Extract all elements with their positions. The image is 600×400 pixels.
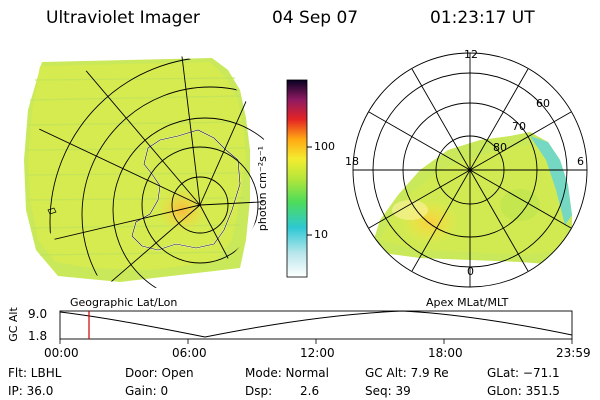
mlat-label-60: 60 — [536, 97, 550, 110]
ip-info: IP: 36.0 — [8, 384, 54, 398]
mlt-label-18: 18 — [345, 155, 359, 168]
colorbar-unit-label: photon cm⁻²s⁻¹ — [256, 145, 270, 232]
mlat-label-70: 70 — [512, 120, 526, 133]
time-tick-0000: 00:00 — [44, 346, 79, 360]
app-title: Ultraviolet Imager — [46, 8, 200, 28]
dsp-label: Dsp: — [245, 384, 273, 398]
time-label: 01:23:17 UT — [430, 8, 535, 28]
gc-alt-info: GC Alt: 7.9 Re — [365, 366, 449, 380]
seq-info: Seq: 39 — [365, 384, 411, 398]
glon-info: GLon: 351.5 — [487, 384, 560, 398]
mlat-label-80: 80 — [493, 141, 507, 154]
apex-label: Apex MLat/MLT — [426, 296, 509, 309]
time-tick-2359: 23:59 — [556, 346, 591, 360]
geographic-image — [24, 52, 268, 288]
mlt-label-0: 0 — [467, 265, 474, 278]
glat-info: GLat: −71.1 — [487, 366, 560, 380]
altitude-ytick-bottom: 1.8 — [28, 329, 48, 343]
mode-info: Mode: Normal — [245, 366, 329, 380]
altitude-plot — [59, 310, 573, 344]
time-tick-0600: 06:00 — [172, 346, 207, 360]
time-tick-1200: 12:00 — [300, 346, 335, 360]
altitude-ytick-top: 9.0 — [28, 307, 48, 321]
colorbar-tick-100: 100 — [314, 140, 335, 153]
mlt-label-12: 12 — [464, 48, 478, 61]
colorbar — [286, 79, 312, 278]
door-info: Door: Open — [125, 366, 194, 380]
dsp-value: 2.6 — [300, 384, 320, 398]
polar-plot — [352, 52, 588, 288]
filter-info: Flt: LBHL — [8, 366, 62, 380]
altitude-ylabel: GC Alt — [6, 307, 20, 342]
geographic-label: Geographic Lat/Lon — [70, 296, 178, 309]
gain-info: Gain: 0 — [125, 384, 169, 398]
mlt-label-6: 6 — [577, 155, 584, 168]
time-tick-1800: 18:00 — [428, 346, 463, 360]
colorbar-tick-10: 10 — [314, 228, 328, 241]
date-label: 04 Sep 07 — [272, 8, 359, 28]
